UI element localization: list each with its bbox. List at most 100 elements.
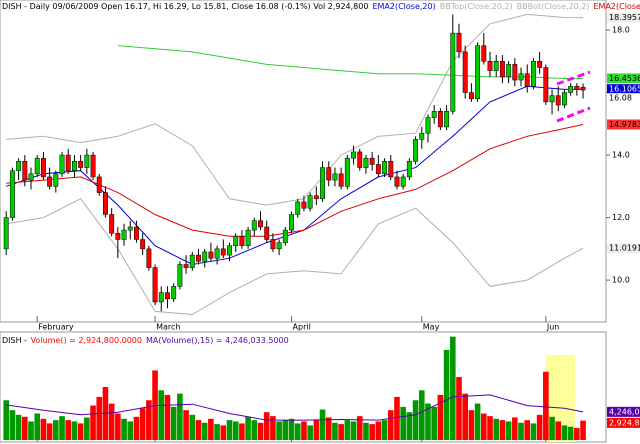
candle-body <box>301 201 307 209</box>
candle-body <box>208 251 214 259</box>
volume-bar <box>319 409 326 440</box>
candle-body <box>406 161 412 178</box>
candle-body <box>506 64 512 78</box>
volume-bar <box>363 422 369 440</box>
volume-bar <box>375 421 382 440</box>
volume-bar <box>418 390 425 440</box>
volume-bar <box>412 400 419 440</box>
y-tick-label: 10.0 <box>612 276 630 285</box>
volume-bar <box>487 416 493 440</box>
price-tag-bg <box>607 73 640 84</box>
volume-bar <box>59 416 65 440</box>
candle-body <box>171 286 177 300</box>
price-tag-bg <box>607 12 640 23</box>
candle-body <box>152 267 158 303</box>
candle-body <box>462 51 468 93</box>
candle-body <box>134 226 139 240</box>
price-tag-bg <box>607 119 640 130</box>
volume-bar <box>214 424 220 440</box>
candle-body <box>96 176 102 193</box>
price-tag-bg <box>607 243 640 254</box>
trend-line-lower <box>556 106 591 123</box>
candle-body <box>214 248 220 259</box>
candle-body <box>313 195 319 200</box>
candle-body <box>369 157 375 165</box>
price-legend: DISH - Daily 09/06/2009 Open 16.17, Hi 1… <box>2 2 640 11</box>
candle-body <box>121 229 127 240</box>
candle-body <box>220 248 226 256</box>
candle-body <box>245 229 251 246</box>
volume-bar <box>567 426 574 440</box>
price-tag: 16.08 <box>609 94 632 103</box>
x-tick-label: February <box>38 323 74 332</box>
volume-bar <box>493 418 500 440</box>
candle-body <box>109 214 115 234</box>
candle-body <box>165 292 170 300</box>
legend-entry: EMA2(Close,20) <box>372 2 435 11</box>
candle-body <box>78 161 84 168</box>
candle-body <box>258 220 263 228</box>
candle-body <box>22 161 28 181</box>
volume-bar <box>201 422 208 440</box>
y-tick-label: 14.0 <box>612 151 630 160</box>
volume-bar <box>381 420 388 440</box>
volume-bar <box>406 412 413 440</box>
volume-bar <box>195 420 202 440</box>
volume-bar <box>394 396 400 440</box>
volume-bar <box>437 394 444 440</box>
volume-bar <box>245 416 251 440</box>
volume-bar <box>431 406 437 440</box>
candle-body <box>233 236 239 246</box>
price-tag: 18.3957 <box>609 13 640 22</box>
volume-bar <box>344 420 351 440</box>
volume-bar <box>226 420 233 440</box>
volume-bar <box>387 410 394 440</box>
candle-body <box>264 226 270 240</box>
volume-bar <box>313 420 320 440</box>
volume-bar <box>512 417 518 440</box>
legend-entry: BBTop(Close,20,2) <box>440 2 513 11</box>
volume-bar <box>462 393 468 440</box>
volume-bar <box>108 403 115 440</box>
volume-bar <box>425 403 431 440</box>
candle-body <box>382 161 388 175</box>
candle-body <box>568 86 574 93</box>
volume-bar <box>301 421 307 440</box>
candle-body <box>425 117 431 134</box>
candle-body <box>282 229 288 243</box>
volume-bar <box>220 425 227 440</box>
candle-body <box>183 264 189 268</box>
candle-body <box>444 111 450 128</box>
volume-bar <box>90 405 96 440</box>
legend-entry: EMA2(Close,50) <box>593 2 640 11</box>
candle-body <box>47 176 53 187</box>
candle-body <box>53 173 59 187</box>
volume-bar <box>356 416 363 440</box>
candle-body <box>320 167 325 200</box>
volume-bar <box>294 423 301 440</box>
volume-bar <box>474 403 481 440</box>
candle-body <box>375 164 381 175</box>
volume-bar <box>71 421 78 440</box>
volume-bar <box>580 420 586 440</box>
candle-body <box>102 192 108 215</box>
candle-body <box>3 217 9 250</box>
candle-body <box>332 173 338 181</box>
volume-bar <box>325 417 332 440</box>
candle-body <box>388 161 394 178</box>
volume-bar <box>146 400 152 440</box>
volume-bar <box>332 422 338 440</box>
candle-body <box>487 61 493 71</box>
volume-bar <box>84 417 90 440</box>
price-tag: 16.4536 <box>609 74 640 83</box>
volume-bar <box>189 414 196 440</box>
candle-body <box>394 176 400 187</box>
volume-bar <box>549 416 555 440</box>
candle-body <box>40 157 46 178</box>
candle-body <box>59 154 65 175</box>
volume-bar <box>34 413 41 440</box>
y-tick-label: 18.0 <box>612 26 630 35</box>
candle-body <box>344 157 350 187</box>
volume-bar <box>164 394 171 440</box>
